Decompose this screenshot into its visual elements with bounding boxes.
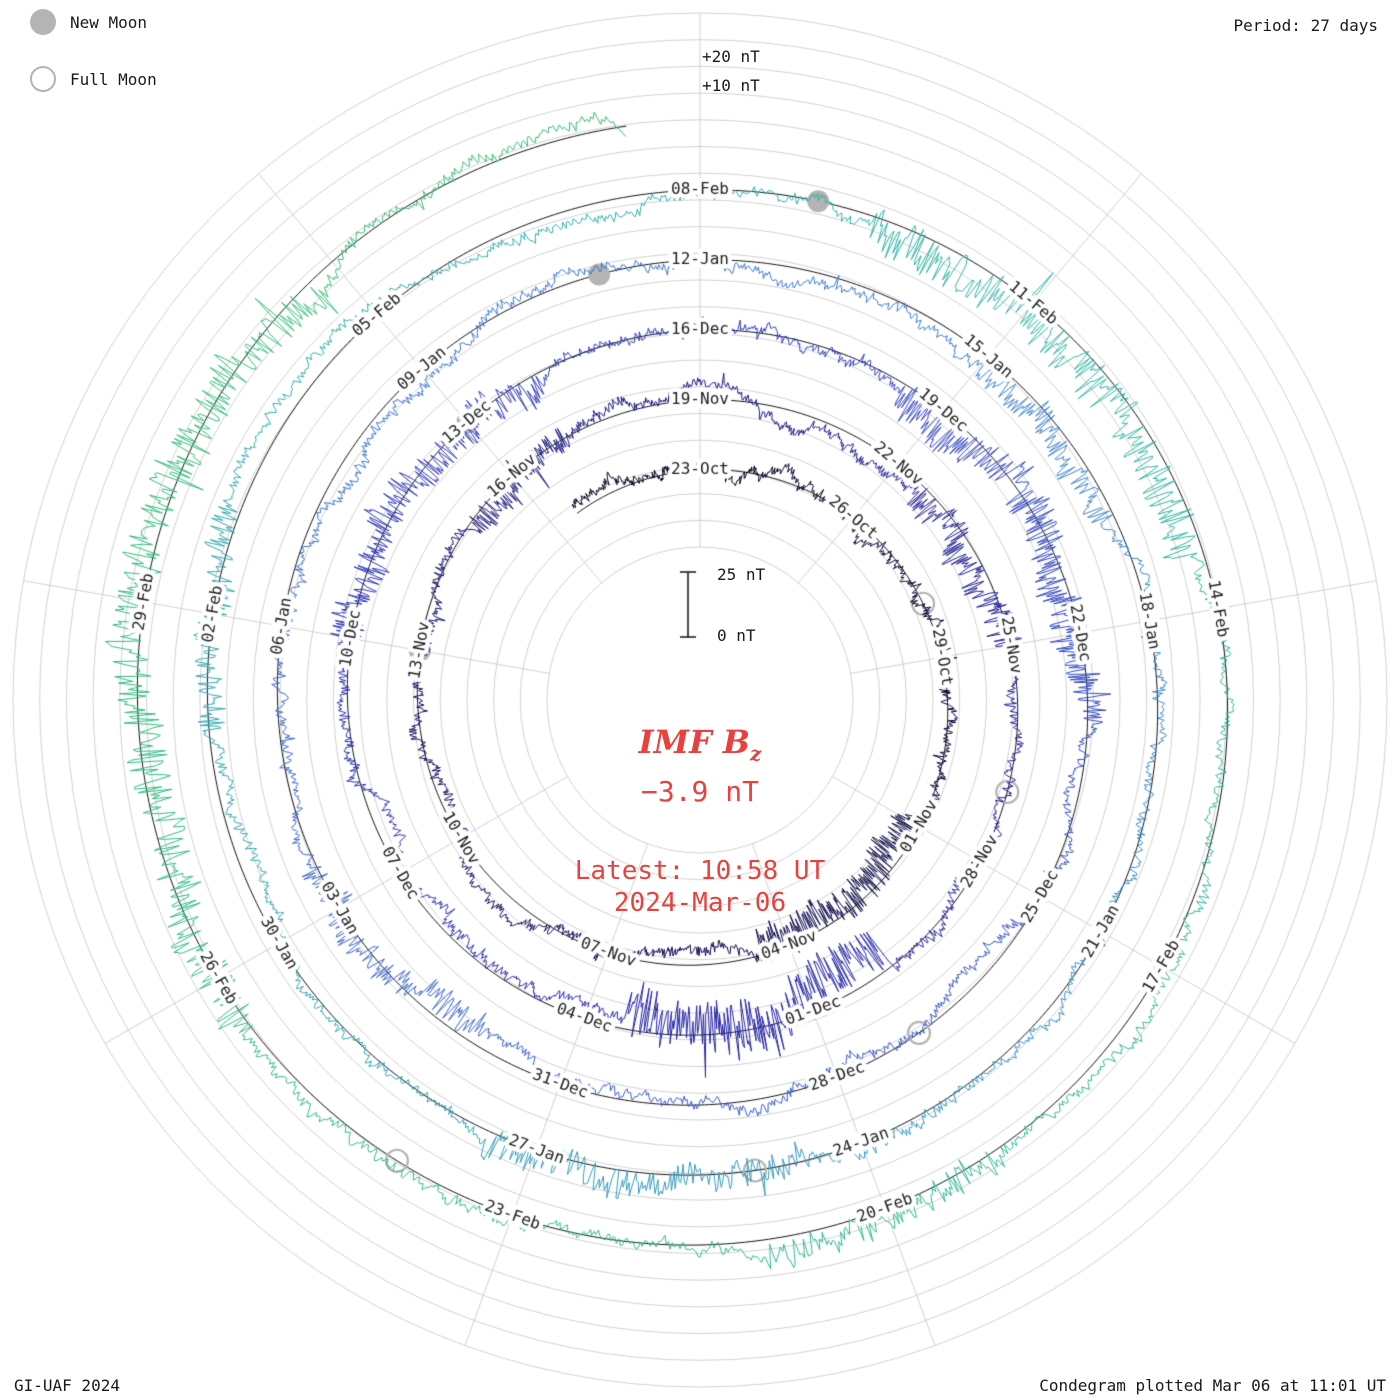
scale-plus20-label: +20 nT <box>702 47 760 66</box>
imf-bz-title: IMF Bz <box>0 726 1400 763</box>
scalebar-25nt-label: 25 nT <box>717 565 766 584</box>
new-moon-label: New Moon <box>70 12 148 32</box>
latest-date-label: 2024-Mar-06 <box>613 888 787 918</box>
full-moon-label: Full Moon <box>70 69 157 89</box>
new-moon-icon <box>30 9 56 35</box>
legend-new-moon: New Moon <box>30 9 147 35</box>
credit-label: GI-UAF 2024 <box>14 1376 120 1395</box>
scale-plus10-label: +10 nT <box>702 76 760 95</box>
legend-full-moon: Full Moon <box>30 66 157 92</box>
scalebar-0nt-label: 0 nT <box>717 626 756 645</box>
imf-bz-current-value: −3.9 nT <box>640 775 759 808</box>
period-label: Period: 27 days <box>1233 16 1379 35</box>
full-moon-icon <box>30 66 56 92</box>
imf-bz-title-main: IMF B <box>638 723 750 761</box>
latest-time-label: Latest: 10:58 UT <box>574 856 826 886</box>
plotted-timestamp-label: Condegram plotted Mar 06 at 11:01 UT <box>1039 1376 1386 1395</box>
imf-bz-title-sub: z <box>749 741 762 766</box>
